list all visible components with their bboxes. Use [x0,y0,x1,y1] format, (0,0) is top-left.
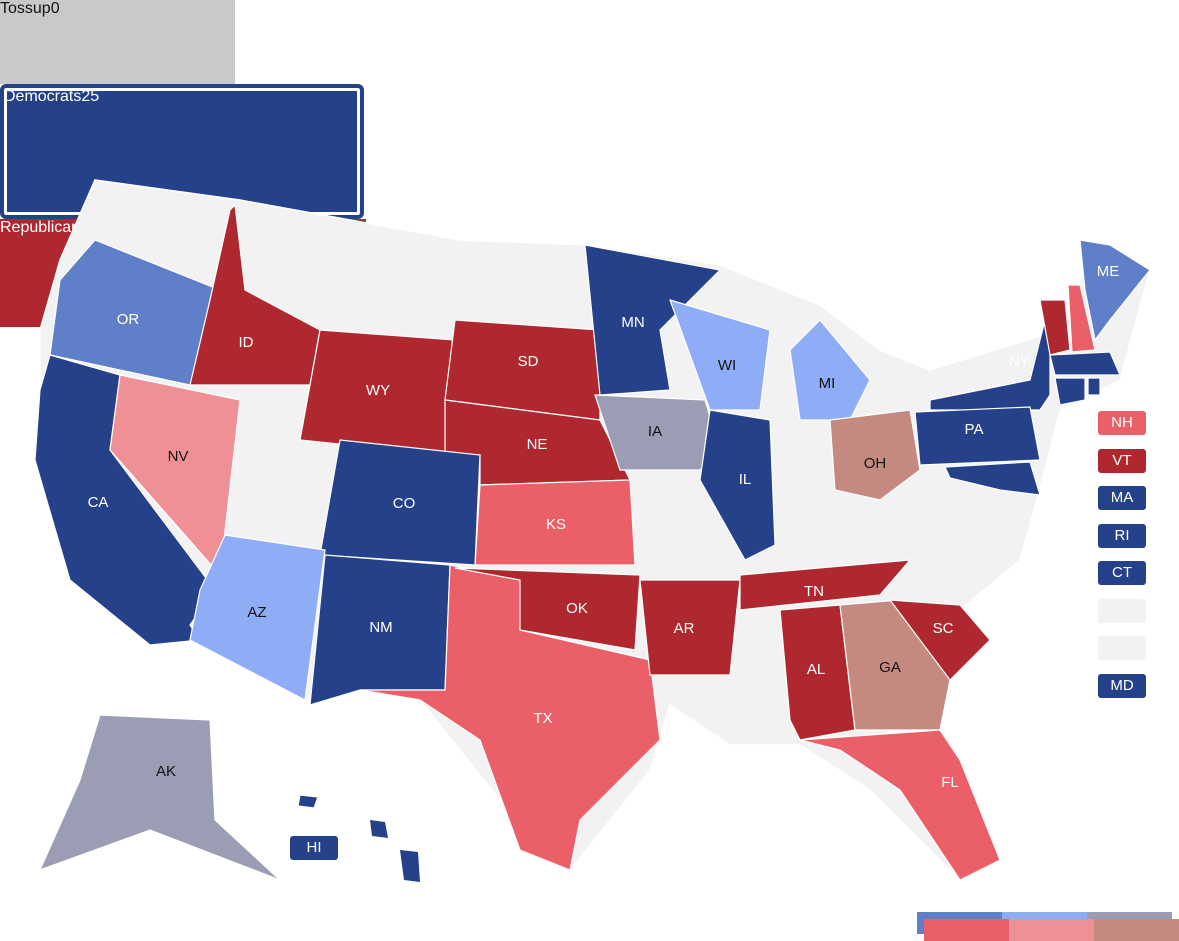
state[interactable] [49,239,221,386]
rating-swatch [924,919,1009,941]
state-label: TN [804,583,824,600]
state-label: OK [566,600,588,617]
small-state-box [1098,411,1146,435]
state-label: KS [546,516,566,533]
state[interactable] [1054,377,1086,406]
state[interactable] [297,794,319,809]
small-state-box [1098,599,1146,623]
state[interactable] [1087,377,1101,396]
state-label: CA [88,494,109,511]
state-label: NE [527,436,548,453]
state-label: IA [648,423,662,440]
state-label: FL [941,774,959,791]
state-label: MI [819,375,836,392]
state-label: ID [239,334,254,351]
state[interactable] [699,409,776,561]
state-label: AL [807,661,825,678]
state-label: CO [393,495,416,512]
state-label: NY [1009,353,1030,370]
small-state-box [1098,524,1146,548]
state[interactable] [789,319,871,421]
state[interactable] [38,714,281,881]
state-label: GA [879,659,901,676]
rating-swatch [1094,919,1179,941]
button-label: Tossup [0,0,51,17]
small-state-box [290,836,338,860]
rating-strip [924,919,1179,941]
state-label: IL [739,471,752,488]
state-label: SD [518,353,539,370]
state[interactable] [739,559,912,611]
button-text: Democrats25 [4,88,360,106]
state-label: TX [533,710,552,727]
state[interactable] [944,461,1041,496]
button-label: Republicans [0,219,89,236]
state[interactable] [1049,351,1121,376]
state[interactable] [779,604,856,741]
button-count: 25 [81,88,100,105]
state[interactable] [888,599,991,681]
small-state-box [1098,449,1146,473]
state[interactable] [914,406,1041,466]
state[interactable] [669,299,771,411]
state-label: OR [117,311,140,328]
state[interactable] [189,534,326,701]
state-label: ME [1097,263,1120,280]
state-label: NM [369,619,392,636]
state-label: WI [718,357,736,374]
state[interactable] [319,439,481,566]
state[interactable] [829,409,921,501]
button-count: 0 [50,0,60,17]
state-island [370,820,388,838]
state-label: RI [1115,527,1130,544]
state-label: PA [965,421,984,438]
state[interactable] [639,579,741,676]
state-label: HI [307,839,322,856]
state-label: VT [1112,452,1131,469]
state-label: WY [366,382,390,399]
state[interactable] [1039,299,1071,356]
state[interactable] [454,567,641,651]
state[interactable] [584,244,722,396]
state[interactable] [1079,239,1151,342]
state-label: AZ [247,604,266,621]
small-state-box [1098,561,1146,585]
state-label: MN [621,314,644,331]
state-label: MD [1110,677,1133,694]
state-label: MA [1111,489,1134,506]
state-island [400,850,420,882]
state-label: OH [864,455,887,472]
state[interactable] [929,299,1051,411]
state-label: NV [168,448,189,465]
button-label: Democrats [4,88,82,105]
party-button[interactable]: Tossup0 [0,0,235,84]
state-label: AK [156,763,176,780]
state-label: CT [1112,564,1132,581]
rating-swatch [1009,919,1094,941]
small-state-box [1098,486,1146,510]
state[interactable] [189,203,321,386]
state-label: AR [674,620,695,637]
small-state-box [1098,636,1146,660]
state-label: SC [933,620,954,637]
button-text: Tossup0 [0,0,235,18]
state[interactable] [799,729,1001,881]
small-state-box [1098,674,1146,698]
state-label: NH [1111,414,1133,431]
state[interactable] [1067,284,1096,353]
